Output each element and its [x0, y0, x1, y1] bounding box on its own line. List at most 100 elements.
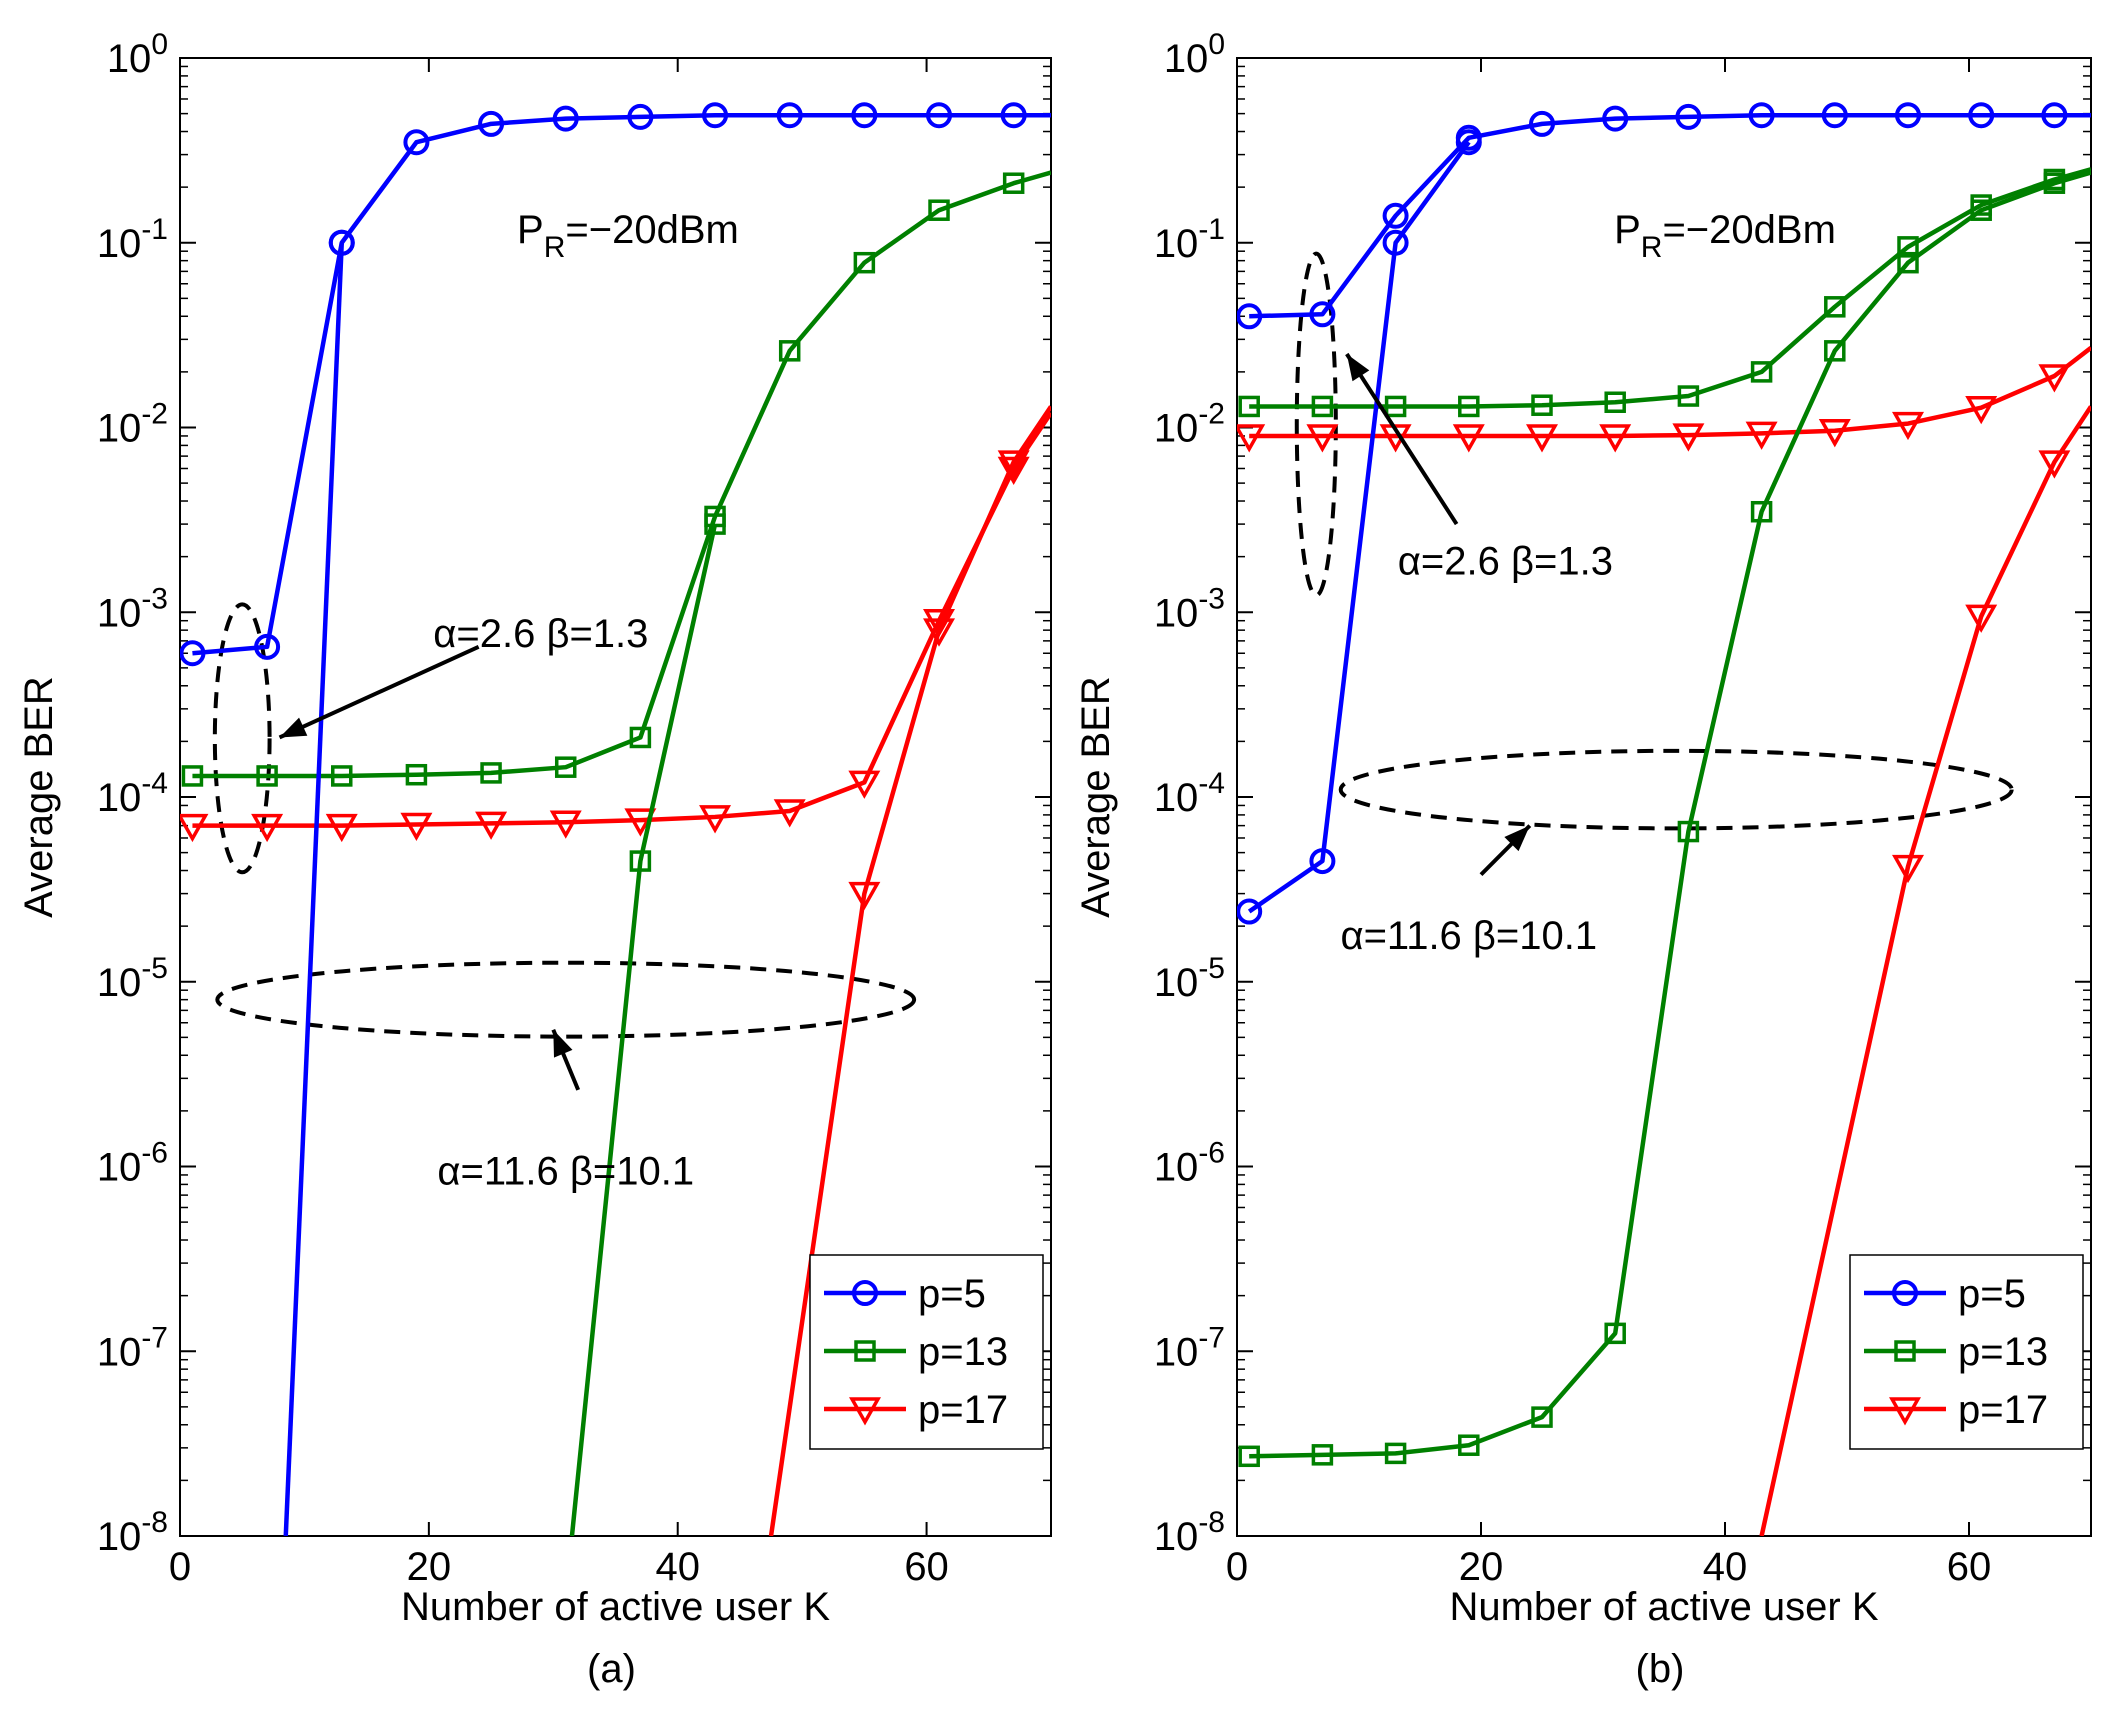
y-tick-base: 10	[97, 1515, 142, 1559]
x-tick-label: 0	[1226, 1545, 1248, 1589]
annotation-label: α=2.6 β=1.3	[1398, 540, 1613, 584]
y-tick-exponent: -4	[1198, 767, 1225, 800]
annotation-arrowhead	[279, 717, 308, 738]
power-label-subscript: R	[1641, 231, 1663, 264]
marker-circle	[1892, 1280, 1918, 1306]
marker-square	[1970, 199, 1992, 221]
marker-circle	[478, 110, 505, 137]
marker-triangle-down	[325, 813, 358, 843]
power-label-subscript: R	[544, 231, 566, 264]
y-tick-label: 10-3	[1154, 582, 1225, 635]
annotation-label: α=11.6 β=10.1	[1340, 914, 1597, 958]
y-tick-exponent: -5	[1198, 952, 1225, 985]
series-line-p-17	[1249, 346, 2091, 439]
y-tick-label: 10-7	[1154, 1321, 1225, 1374]
marker-triangle-down	[1889, 1397, 1921, 1426]
marker-square	[1677, 820, 1700, 843]
y-tick-base: 10	[97, 1330, 142, 1374]
y-tick-base: 10	[1164, 37, 1209, 81]
marker-square	[853, 251, 876, 274]
marker-circle	[2041, 102, 2068, 129]
y-tick-label: 10-1	[97, 213, 168, 266]
marker-circle	[1895, 102, 1921, 129]
y-tick-label: 10-5	[1154, 952, 1225, 1005]
marker-circle	[254, 633, 281, 660]
y-tick-base: 10	[97, 961, 142, 1005]
y-tick-exponent: -3	[141, 582, 168, 615]
legend-label: p=13	[1958, 1330, 2048, 1374]
marker-circle	[1000, 102, 1027, 129]
x-tick-label: 40	[1703, 1545, 1748, 1589]
marker-square	[405, 763, 428, 786]
marker-circle	[852, 1280, 878, 1306]
marker-square	[1750, 500, 1773, 523]
y-tick-label: 10-6	[1154, 1137, 1225, 1190]
marker-circle	[1675, 103, 1702, 130]
y-tick-label: 10-4	[1154, 767, 1225, 820]
marker-triangle-down	[923, 618, 956, 647]
marker-circle	[627, 103, 654, 130]
x-tick-label: 20	[1459, 1545, 1504, 1589]
marker-square	[1677, 385, 1700, 407]
marker-square	[1897, 251, 1919, 274]
marker-circle	[1968, 102, 1995, 129]
annotation-ellipse	[212, 602, 272, 875]
y-tick-exponent: 0	[151, 28, 168, 61]
series-line-p-5	[192, 112, 1051, 656]
y-tick-base: 10	[1154, 591, 1199, 635]
series-line-p-13-11-6-10-1-	[1249, 170, 2091, 1459]
series-line-p-13	[1249, 167, 2091, 409]
y-tick-exponent: -1	[141, 213, 168, 246]
marker-triangle-down	[1892, 411, 1924, 441]
marker-square	[1384, 1442, 1407, 1465]
panel-caption: (b)	[1636, 1647, 1685, 1691]
annotation-arrow	[1345, 352, 1459, 526]
y-tick-exponent: -7	[1198, 1321, 1225, 1354]
marker-square	[1604, 391, 1626, 413]
marker-square	[1458, 1434, 1480, 1456]
series-line-p-5-11-6-10-1-	[283, 242, 345, 1536]
marker-square	[778, 340, 801, 362]
marker-square	[629, 850, 652, 872]
panel-b: 0 20 40 6010010-110-210-310-410-510-610-710…	[1074, 28, 2092, 1691]
series-line-p-17-11-6-10-1-	[1759, 405, 2091, 1536]
power-label-suffix: =−20dBm	[1662, 208, 1835, 252]
y-tick-label: 10-7	[97, 1321, 168, 1374]
marker-square	[1897, 236, 1919, 258]
y-tick-base: 10	[107, 37, 152, 81]
series-line-p-5	[1249, 112, 2091, 319]
annotation-arrowhead	[553, 1029, 573, 1058]
y-tick-exponent: -3	[1198, 582, 1225, 615]
marker-triangle-down	[549, 810, 582, 839]
marker-triangle-down	[1818, 419, 1851, 448]
marker-triangle-down	[1237, 424, 1266, 453]
marker-square	[554, 756, 577, 778]
y-tick-base: 10	[97, 222, 142, 266]
annotation-arrowhead	[1504, 825, 1530, 852]
marker-triangle-down	[1745, 421, 1778, 450]
marker-circle	[1309, 848, 1336, 875]
plot-area	[180, 102, 1051, 1536]
x-axis-label: Number of active user K	[401, 1585, 830, 1629]
marker-triangle-down	[848, 881, 881, 911]
y-tick-label: 10-8	[1154, 1506, 1225, 1559]
y-tick-exponent: -6	[1198, 1137, 1225, 1170]
marker-circle	[1529, 110, 1555, 137]
marker-triangle-down	[1306, 424, 1339, 453]
marker-triangle-down	[1672, 423, 1705, 452]
marker-circle	[1237, 898, 1263, 925]
annotation-label: α=11.6 β=10.1	[437, 1149, 694, 1193]
marker-circle	[702, 102, 729, 129]
y-tick-exponent: -1	[1198, 213, 1225, 246]
marker-circle	[1382, 229, 1409, 256]
y-tick-exponent: -7	[141, 1321, 168, 1354]
series-line-p-5-11-6-10-1-	[1247, 140, 1471, 914]
marker-square	[2043, 172, 2066, 194]
marker-square	[181, 765, 204, 787]
y-tick-exponent: -5	[141, 952, 168, 985]
marker-square	[1604, 1322, 1626, 1345]
marker-square	[1238, 1445, 1260, 1468]
plot-area	[1237, 102, 2091, 1536]
y-axis-label: Average BER	[17, 676, 61, 918]
y-tick-exponent: -4	[141, 767, 168, 800]
